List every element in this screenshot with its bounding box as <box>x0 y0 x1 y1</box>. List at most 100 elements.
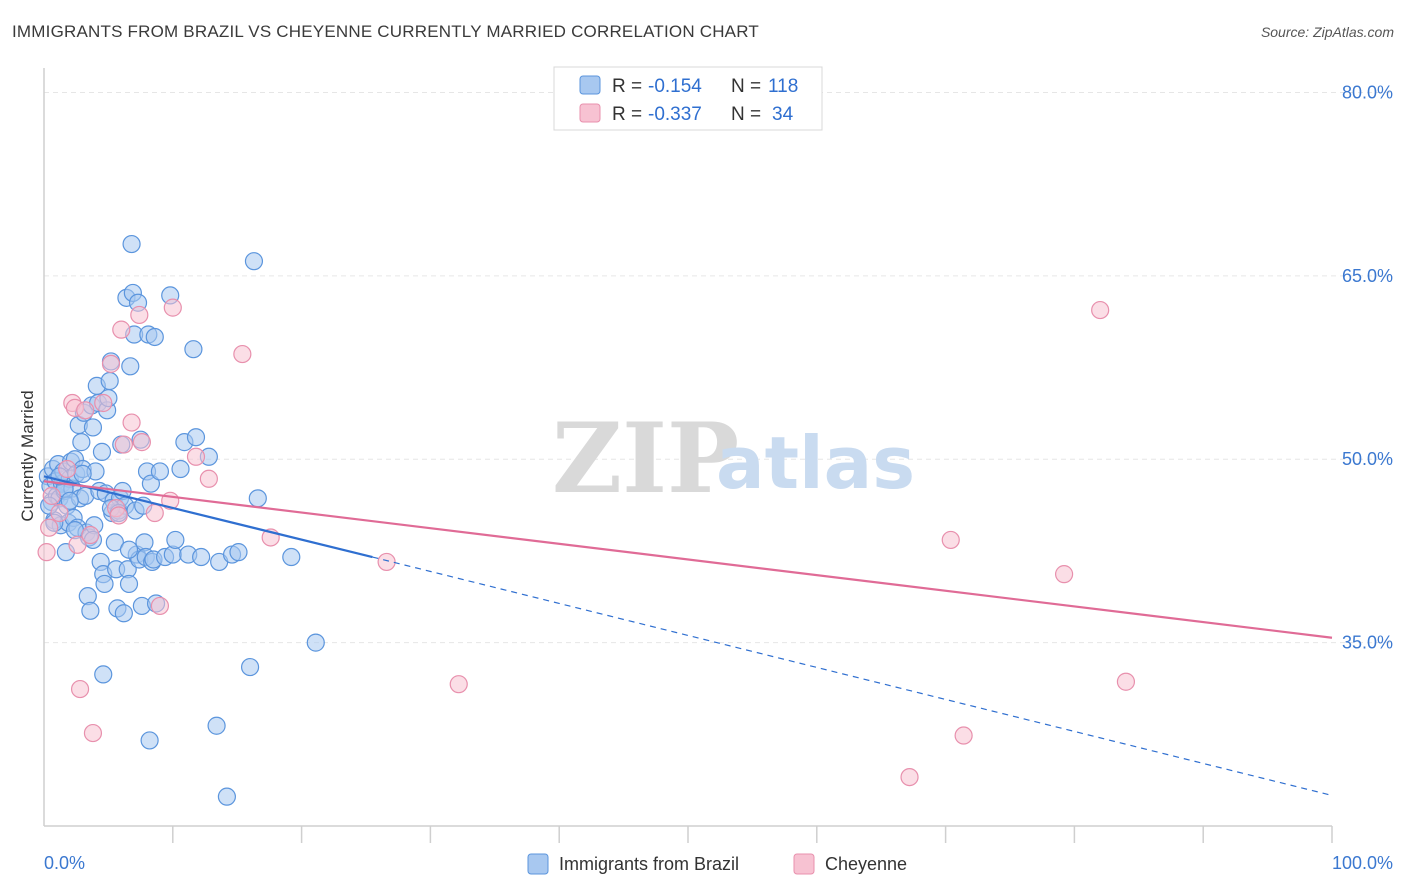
point-brazil-78 <box>140 731 159 750</box>
legend-n-label-blue: N = <box>731 76 761 97</box>
point-cheyenne-9 <box>76 401 95 420</box>
series-cheyenne-points <box>37 298 1136 787</box>
point-cheyenne-18 <box>122 413 141 432</box>
point-cheyenne-33 <box>954 726 973 745</box>
trend-line-brazil-extension <box>372 556 1333 797</box>
point-brazil-104 <box>282 547 301 567</box>
point-cheyenne-15 <box>109 506 128 525</box>
point-brazil-41 <box>92 442 112 461</box>
point-brazil-117 <box>60 491 79 510</box>
point-cheyenne-8 <box>70 679 90 699</box>
x-tick-label-min: 0.0% <box>44 853 85 873</box>
point-cheyenne-21 <box>145 503 164 523</box>
point-cheyenne-12 <box>94 393 113 413</box>
point-cheyenne-11 <box>83 723 103 743</box>
legend-r-label-blue: R = <box>612 76 642 97</box>
bottom-legend-swatch-pink <box>793 853 815 875</box>
point-cheyenne-36 <box>1116 672 1136 691</box>
y-tick-label-50: 50.0% <box>1342 449 1393 469</box>
bottom-legend-label-pink: Cheyenne <box>825 854 907 874</box>
trend-line-cheyenne <box>43 480 1333 639</box>
y-tick-labels: 35.0% 50.0% 65.0% 80.0% <box>1342 82 1393 652</box>
legend-r-value-pink: -0.337 <box>648 104 702 125</box>
x-ticks <box>172 826 1333 843</box>
point-cheyenne-34 <box>1054 565 1074 584</box>
legend-swatch-blue <box>579 75 601 95</box>
point-cheyenne-32 <box>941 530 960 550</box>
point-brazil-96 <box>207 716 226 735</box>
point-brazil-25 <box>72 433 91 452</box>
point-brazil-101 <box>240 657 260 677</box>
point-brazil-103 <box>248 489 267 508</box>
point-cheyenne-10 <box>81 525 100 545</box>
point-brazil-84 <box>150 462 170 481</box>
point-brazil-47 <box>100 371 119 391</box>
point-cheyenne-27 <box>233 344 252 364</box>
point-cheyenne-16 <box>112 320 131 339</box>
point-brazil-58 <box>114 604 133 623</box>
point-cheyenne-2 <box>42 486 61 506</box>
grid-lines <box>44 91 1392 644</box>
point-brazil-62 <box>119 574 139 594</box>
point-brazil-43 <box>95 574 114 594</box>
point-cheyenne-30 <box>449 675 468 694</box>
point-brazil-98 <box>217 787 236 806</box>
point-cheyenne-24 <box>163 298 182 317</box>
point-cheyenne-19 <box>130 305 149 325</box>
y-axis-label: Currently Married <box>18 390 37 521</box>
y-tick-label-80: 80.0% <box>1342 82 1393 102</box>
point-brazil-79 <box>141 474 161 493</box>
point-brazil-94 <box>192 547 211 567</box>
point-brazil-32 <box>81 601 100 620</box>
point-brazil-115 <box>119 540 139 559</box>
bottom-legend-label-blue: Immigrants from Brazil <box>559 854 739 874</box>
point-brazil-51 <box>105 533 124 552</box>
point-brazil-63 <box>121 357 140 376</box>
point-brazil-34 <box>83 418 103 437</box>
stats-legend: R = -0.154 N = 118 R = -0.337 N = 34 <box>553 66 823 131</box>
point-brazil-112 <box>94 665 113 684</box>
legend-n-value-pink: 34 <box>772 104 794 125</box>
point-cheyenne-35 <box>1091 300 1110 320</box>
point-cheyenne-7 <box>68 535 87 554</box>
point-cheyenne-17 <box>114 435 133 454</box>
point-cheyenne-20 <box>132 433 151 452</box>
source-credit: Source: ZipAtlas.com <box>1260 24 1394 40</box>
legend-n-label-pink: N = <box>731 104 761 125</box>
legend-r-label-pink: R = <box>612 104 642 125</box>
bottom-legend-swatch-blue <box>527 853 549 875</box>
point-brazil-82 <box>145 327 164 347</box>
point-cheyenne-3 <box>50 503 69 523</box>
point-cheyenne-4 <box>58 459 77 479</box>
watermark-zip: ZIP <box>552 402 739 515</box>
point-cheyenne-0 <box>37 543 56 562</box>
x-tick-label-max: 100.0% <box>1332 853 1393 873</box>
y-tick-label-65: 65.0% <box>1342 266 1393 286</box>
y-tick-label-35: 35.0% <box>1342 633 1393 653</box>
watermark: ZIP atlas <box>552 402 915 515</box>
point-brazil-105 <box>306 633 325 652</box>
point-brazil-92 <box>184 340 203 359</box>
watermark-atlas: atlas <box>716 421 915 505</box>
point-brazil-110 <box>73 464 92 483</box>
point-cheyenne-1 <box>40 518 59 537</box>
legend-swatch-pink <box>579 103 601 123</box>
point-cheyenne-22 <box>150 596 170 616</box>
point-brazil-64 <box>122 234 141 254</box>
point-cheyenne-29 <box>377 552 396 572</box>
trend-lines <box>43 475 1333 797</box>
point-cheyenne-26 <box>199 469 218 488</box>
chart-title: IMMIGRANTS FROM BRAZIL VS CHEYENNE CURRE… <box>12 22 759 41</box>
point-brazil-93 <box>186 428 206 447</box>
point-brazil-89 <box>171 459 190 479</box>
point-cheyenne-25 <box>186 447 206 466</box>
series-legend: Immigrants from Brazil Cheyenne <box>527 853 907 875</box>
legend-n-value-blue: 118 <box>768 76 798 97</box>
point-cheyenne-13 <box>101 354 121 373</box>
series-brazil-points <box>38 234 325 806</box>
point-brazil-102 <box>244 252 264 271</box>
trend-line-brazil <box>43 475 373 559</box>
point-brazil-88 <box>166 530 185 550</box>
point-cheyenne-31 <box>900 767 919 787</box>
